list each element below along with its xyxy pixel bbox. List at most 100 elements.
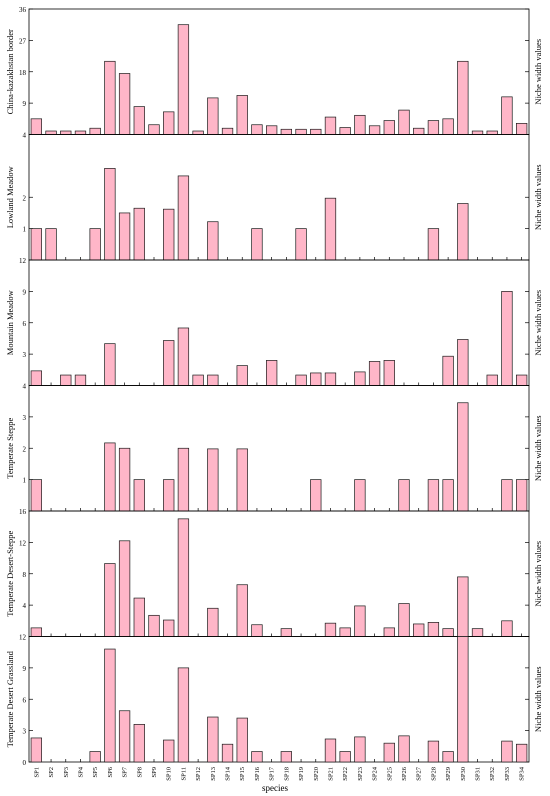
bar-sp30 [457,636,469,763]
x-tick-label: SP21 [327,767,334,781]
plot-frame [28,636,530,763]
bar-sp21 [324,197,337,261]
bar-sp15 [236,717,248,763]
bar-sp6 [104,168,116,261]
x-tick-label: SP11 [180,767,187,781]
y-tick-label: 2 [23,445,27,453]
panel-5: 4 8 12 16 Temperate Desert-Steppe Niche width… [5,508,543,637]
bar-sp7 [118,710,131,763]
bar-sp29 [442,355,454,386]
bar-sp18 [280,751,292,763]
panel-1: 4 9 18 27 36 China-kazakhstan border Niche wid… [5,6,543,140]
x-tick-label: SP3 [63,767,70,777]
bar-sp30 [457,339,469,386]
bar-sp30 [457,60,469,135]
right-axis-label: Niche width values [533,666,543,732]
bar-sp3 [60,130,72,135]
x-tick-label: SP14 [225,766,232,780]
bar-sp29 [442,751,454,763]
right-axis-label: Niche width values [533,415,543,481]
y-tick-label: 9 [23,288,27,296]
bar-sp2 [45,130,57,135]
y-tick-label: 0 [23,759,27,767]
bar-sp29 [442,118,454,135]
bar-sp6 [104,648,116,763]
bar-sp14 [221,127,234,135]
x-tick-label: SP25 [386,767,393,781]
bar-sp32 [486,130,498,135]
plot-frame [28,134,530,261]
bar-sp6 [104,343,116,386]
bar-sp1 [30,627,42,637]
bar-sp1 [30,118,42,135]
bar-sp27 [413,127,425,135]
panel-4: 1 2 3 Temperate Steppe Niche width values [5,385,543,512]
y-tick-label: 8 [23,571,27,579]
bar-sp16 [251,124,263,135]
bar-sp13 [207,221,219,261]
bar-sp34 [516,122,528,135]
bar-sp29 [442,628,454,637]
x-tick-label: SP8 [136,767,143,777]
bar-sp29 [442,479,454,512]
bar-sp12 [192,374,204,386]
bar-sp13 [207,97,219,135]
bar-sp33 [501,96,513,135]
y-tick-label: 6 [23,320,27,328]
bar-sp21 [324,372,337,386]
bar-sp28 [427,228,440,261]
bar-sp11 [177,447,190,512]
y-tick-label: 1 [23,226,27,234]
bar-sp20 [310,479,322,512]
bar-sp22 [339,627,351,637]
y-tick-label: 2 [23,194,27,202]
bar-sp21 [324,116,337,135]
x-tick-label: SP34 [519,766,526,780]
bar-sp5 [89,751,101,763]
bar-sp26 [398,603,410,637]
x-tick-label: SP16 [254,766,261,780]
x-tick-label: SP30 [460,767,467,781]
bar-sp1 [30,228,42,261]
bar-sp25 [383,360,395,386]
x-axis-label: species [262,783,288,793]
bar-sp27 [413,623,425,637]
bar-sp24 [368,125,381,135]
bar-sp13 [207,607,219,637]
bar-sp10 [163,340,175,386]
bar-sp7 [118,212,131,261]
panel-label: Mountain Meadow [5,289,15,355]
bar-sp33 [501,291,513,386]
bar-sp6 [104,563,116,637]
bar-sp18 [280,628,292,637]
bar-sp16 [251,751,263,763]
panel-2: 1 2 Lowland Meadow Niche width values [5,134,543,261]
bar-sp25 [383,742,395,763]
bar-sp30 [457,203,469,261]
panel-label: Temperate Steppe [5,418,15,479]
panel-label: Temperate Desert Grassland [5,650,15,747]
y-tick-label: 3 [23,728,27,736]
bar-sp24 [368,361,381,386]
y-tick-label: 1 [23,477,27,485]
bar-sp8 [133,723,145,763]
panel-6: 0 3 6 9 12 Temperate Desert Grassland Niche wi… [5,634,543,768]
bar-sp15 [236,448,248,512]
bar-sp7 [118,540,131,637]
x-tick-labels: SP1 SP2 SP3 SP4 SP5 SP6 SP7 SP8 SP9 SP10 SP11 SP12 S… [33,766,525,780]
bar-sp2 [45,228,57,261]
bar-sp10 [163,111,175,135]
bar-sp23 [354,736,366,763]
bar-sp7 [118,447,131,512]
bar-sp13 [207,716,219,763]
bar-sp31 [471,130,484,135]
bar-sp14 [221,743,234,763]
bar-sp11 [177,667,190,763]
x-tick-label: SP23 [357,767,364,781]
bar-sp19 [295,228,307,261]
bar-sp16 [251,624,263,637]
bar-sp9 [148,614,160,637]
y-tick-label: 36 [19,6,27,14]
bar-sp23 [354,605,366,637]
